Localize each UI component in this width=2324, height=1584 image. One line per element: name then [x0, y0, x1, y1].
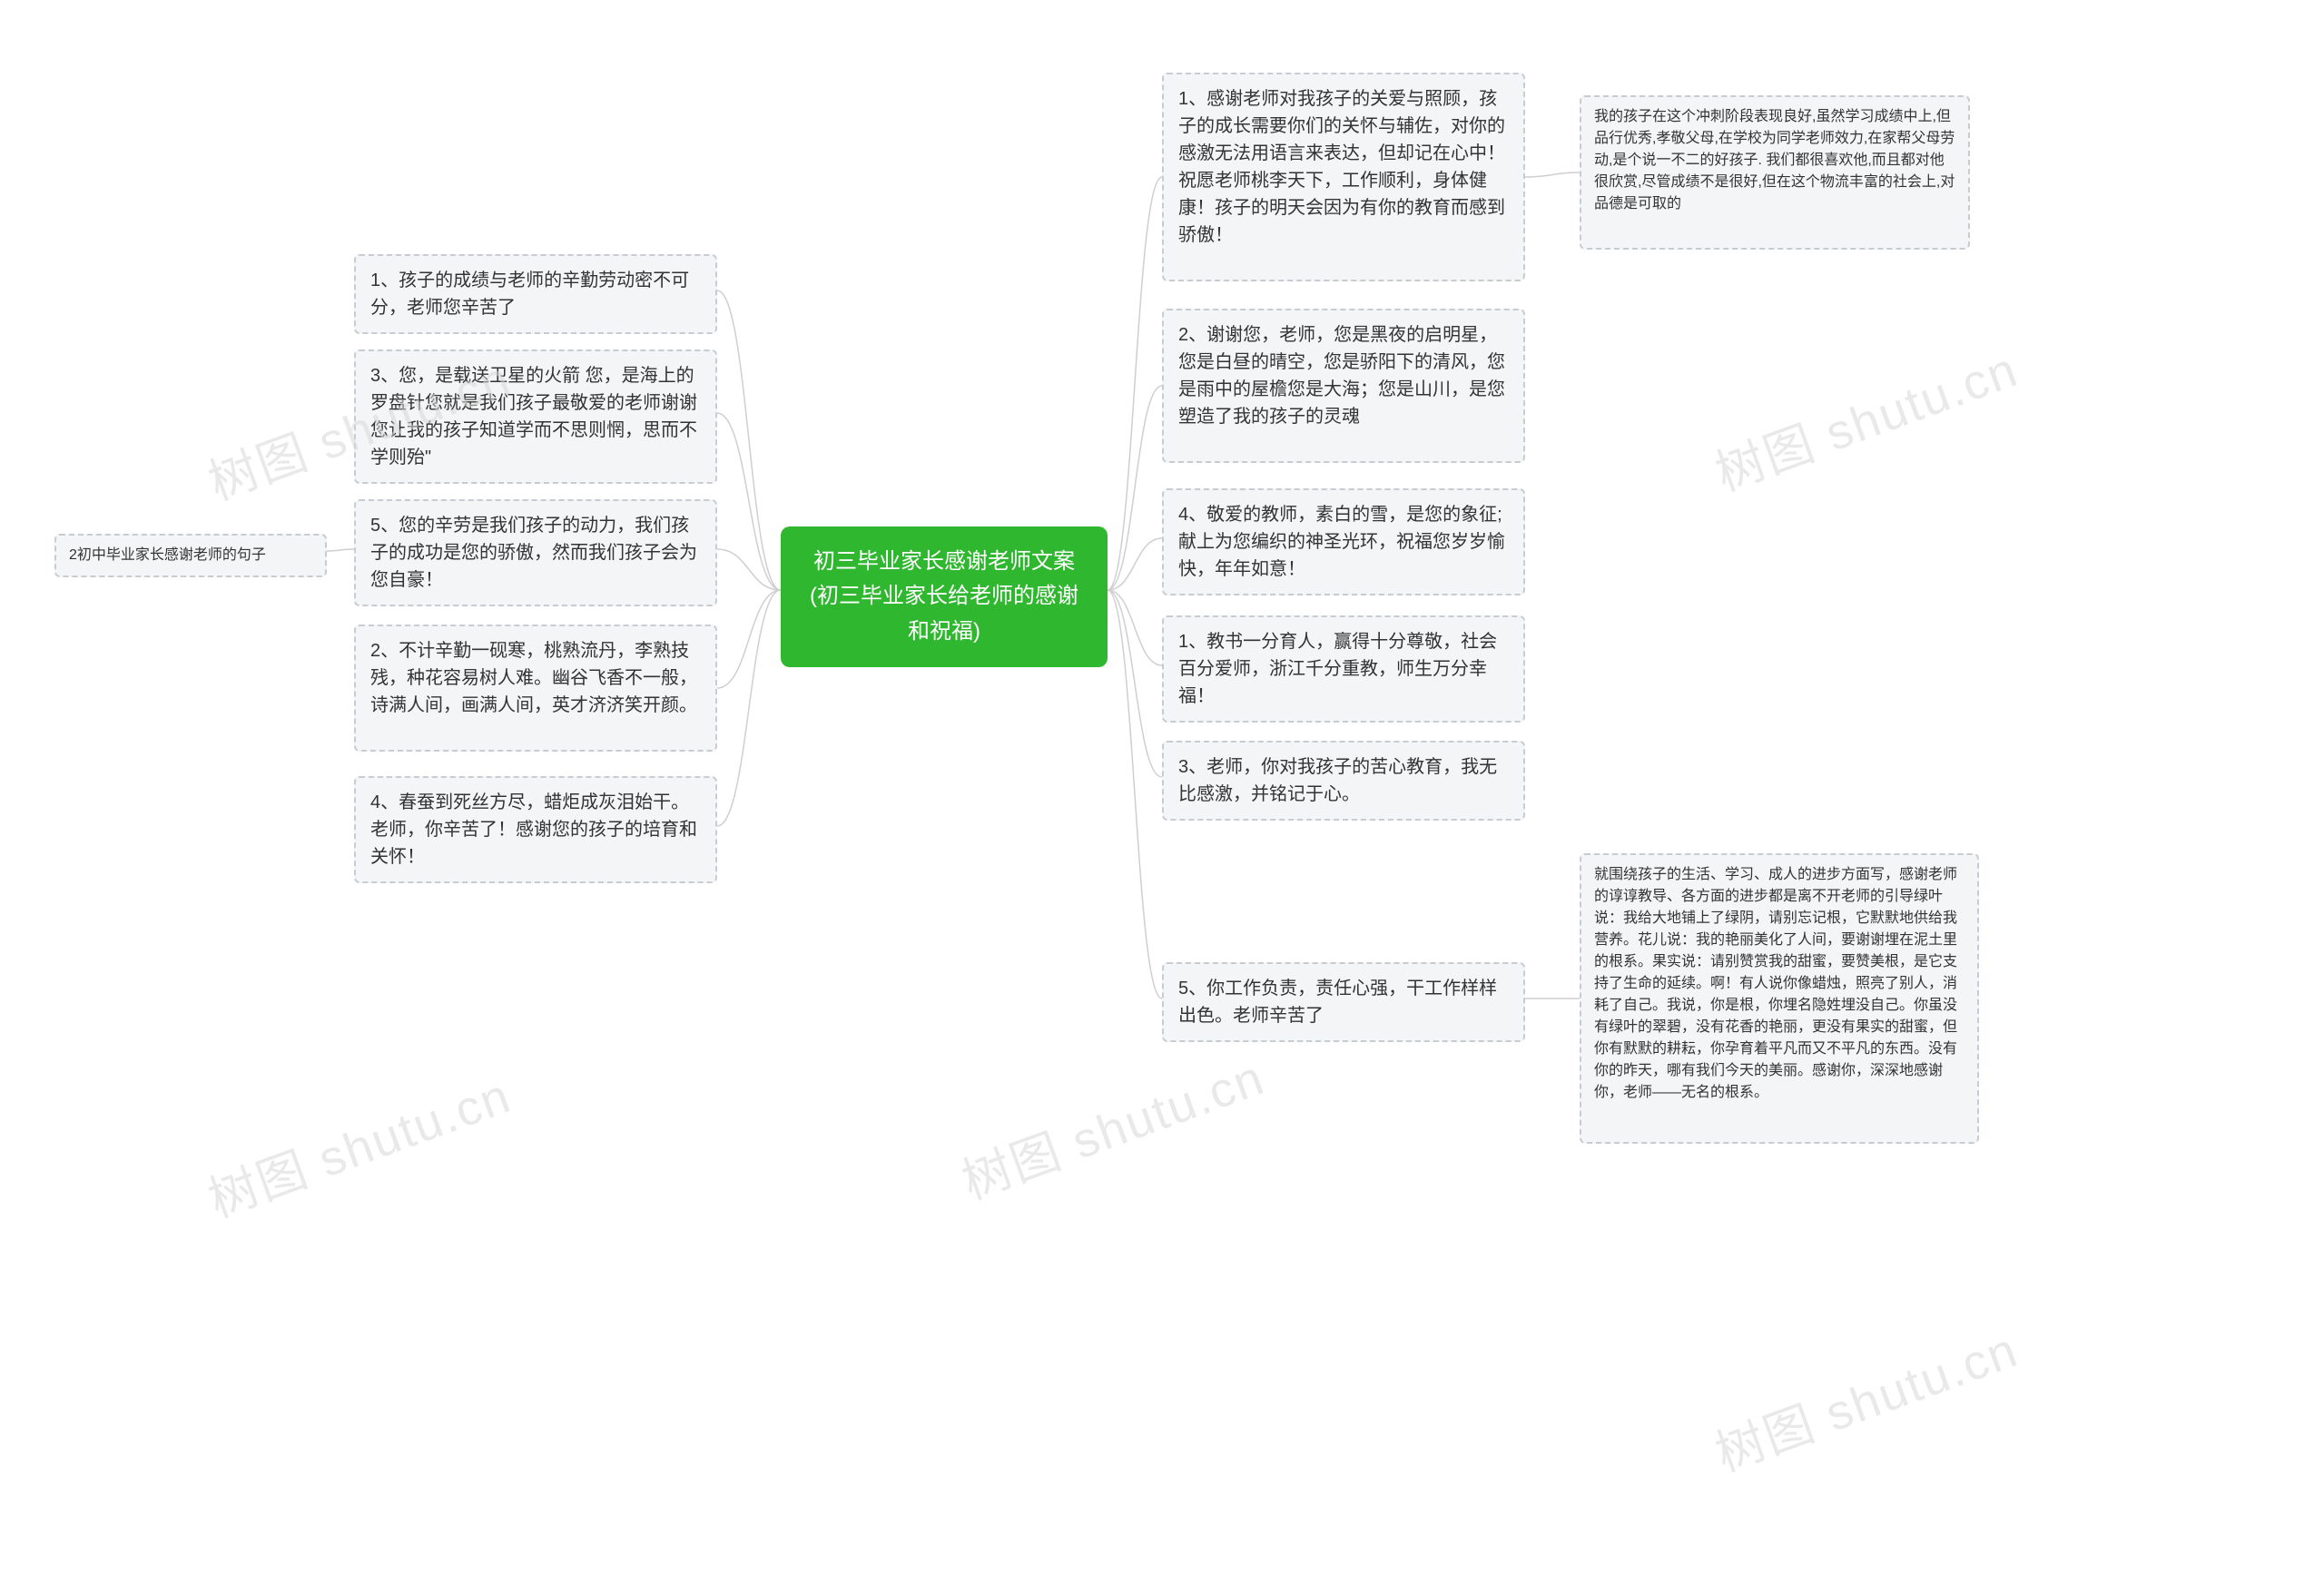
right-detail-bottom[interactable]: 就围绕孩子的生活、学习、成人的进步方面写，感谢老师的谆谆教导、各方面的进步都是离… [1580, 853, 1979, 1144]
right-node-4[interactable]: 4、敬爱的教师，素白的雪，是您的象征;献上为您编织的神圣光环，祝福您岁岁愉快，年… [1162, 488, 1525, 595]
watermark: 树图 shutu.cn [1704, 1310, 2026, 1486]
watermark: 树图 shutu.cn [950, 1038, 1273, 1214]
right-node-3[interactable]: 3、老师，你对我孩子的苦心教育，我无比感激，并铭记于心。 [1162, 741, 1525, 821]
left-node-1[interactable]: 1、孩子的成绩与老师的辛勤劳动密不可分，老师您辛苦了 [354, 254, 717, 334]
watermark: 树图 shutu.cn [1704, 330, 2026, 506]
left-node-5[interactable]: 5、您的辛劳是我们孩子的动力，我们孩子的成功是您的骄傲，然而我们孩子会为您自豪！ [354, 499, 717, 606]
mindmap-canvas: 初三毕业家长感谢老师文案(初三毕业家长给老师的感谢和祝福) 1、孩子的成绩与老师… [0, 0, 2324, 1584]
left-node-2[interactable]: 2、不计辛勤一砚寒，桃熟流丹，李熟技残，种花容易树人难。幽谷飞香不一般，诗满人间… [354, 625, 717, 752]
left-detail-node[interactable]: 2初中毕业家长感谢老师的句子 [54, 534, 327, 577]
right-node-1b[interactable]: 1、教书一分育人，赢得十分尊敬，社会百分爱师，浙江千分重教，师生万分幸福！ [1162, 615, 1525, 723]
left-node-4[interactable]: 4、春蚕到死丝方尽，蜡炬成灰泪始干。老师，你辛苦了！感谢您的孩子的培育和关怀！ [354, 776, 717, 883]
right-node-5[interactable]: 5、你工作负责，责任心强，干工作样样出色。老师辛苦了 [1162, 962, 1525, 1042]
left-node-3[interactable]: 3、您，是载送卫星的火箭 您，是海上的罗盘针您就是我们孩子最敬爱的老师谢谢您让我… [354, 349, 717, 484]
center-topic[interactable]: 初三毕业家长感谢老师文案(初三毕业家长给老师的感谢和祝福) [781, 526, 1108, 667]
right-node-2[interactable]: 2、谢谢您，老师，您是黑夜的启明星，您是白昼的晴空，您是骄阳下的清风，您是雨中的… [1162, 309, 1525, 463]
right-detail-top[interactable]: 我的孩子在这个冲刺阶段表现良好,虽然学习成绩中上,但品行优秀,孝敬父母,在学校为… [1580, 95, 1970, 250]
watermark: 树图 shutu.cn [197, 1056, 519, 1232]
right-node-1[interactable]: 1、感谢老师对我孩子的关爱与照顾，孩子的成长需要你们的关怀与辅佐，对你的感激无法… [1162, 73, 1525, 281]
